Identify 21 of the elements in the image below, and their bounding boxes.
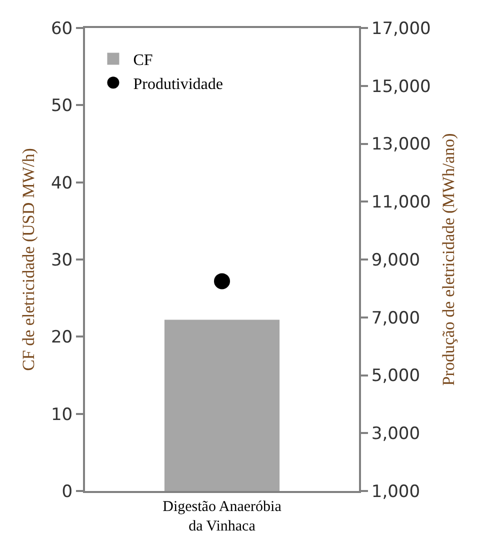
- y-tick-label: 20: [50, 328, 73, 348]
- y2-tick-label: 17,000: [371, 18, 431, 39]
- y-axis-title: CF de eletricidade (USD MW/h): [19, 148, 38, 371]
- y-tick-label: 60: [50, 18, 73, 39]
- y2-tick-label: 5,000: [371, 366, 420, 386]
- legend-label: Produtividade: [133, 76, 223, 93]
- y2-tick-label: 11,000: [371, 192, 431, 213]
- y2-tick-label: 9,000: [371, 250, 420, 270]
- y-tick-label: 30: [50, 250, 73, 270]
- y-tick-label: 50: [50, 96, 73, 116]
- y2-tick-label: 1,000: [371, 482, 420, 502]
- legend-label: CF: [133, 52, 153, 70]
- y-tick-label: 0: [62, 482, 73, 502]
- y2-tick-label: 13,000: [371, 134, 431, 155]
- x-tick-label: Digestão Anaeróbia da Vinhaca: [162, 499, 282, 534]
- y-tick-label: 10: [50, 404, 73, 425]
- y2-tick-label: 15,000: [371, 76, 431, 97]
- y2-tick-label: 7,000: [371, 308, 420, 328]
- y2-tick-label: 3,000: [371, 424, 420, 444]
- y2-axis-title: Produção de eletricidade (MWh/ano): [438, 133, 458, 386]
- y-tick-label: 40: [50, 173, 73, 194]
